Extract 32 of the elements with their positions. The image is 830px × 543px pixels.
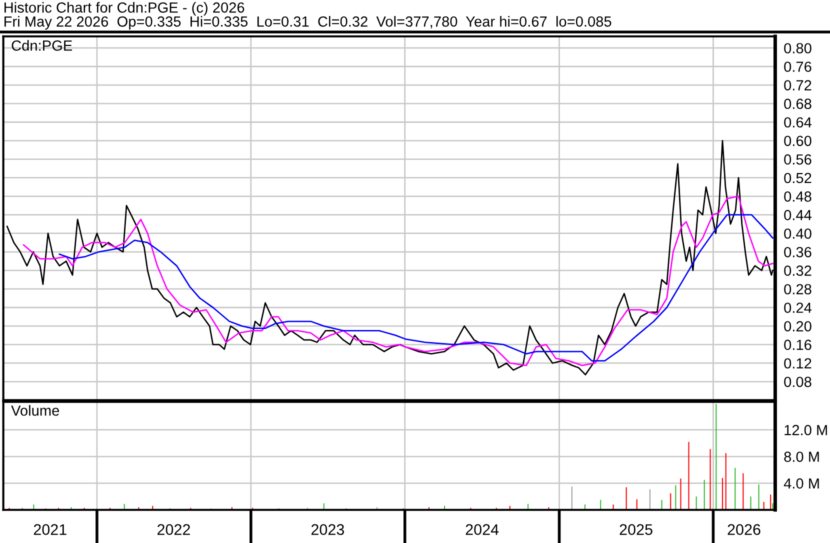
x-tick-label: 2021 (34, 524, 66, 535)
chart-title: Volume (11, 405, 60, 416)
x-tick-label: 2022 (158, 524, 190, 535)
x-tick-label: 2024 (466, 524, 499, 535)
y-tick-label: 0.68 (784, 98, 812, 110)
y-tick-label: 0.36 (784, 246, 812, 258)
y-tick-label: 0.48 (784, 191, 812, 202)
annotation: Cdn:PGE (12, 40, 72, 51)
chart-subtitle: Fri May 22 2026 Op=0.335 Hi=0.335 Lo=0.31 Cl=0.32 Vol=377,780 Year hi=0.67 lo=0.085 (4, 16, 612, 30)
y-tick-label: 0.32 (784, 266, 812, 276)
y-tick-label: 0.12 (784, 358, 812, 369)
y-tick-label: 0.64 (784, 117, 812, 128)
y-tick-label: 0.44 (784, 210, 812, 220)
y-tick-label: 0.56 (784, 154, 812, 165)
x-tick-label: 2023 (311, 524, 344, 535)
y-tick-label: 0.20 (784, 321, 812, 332)
y-tick-label: 4.0 M (784, 478, 819, 489)
y-tick-label: 0.28 (784, 284, 812, 294)
y-tick-label: 8.0 M (784, 452, 819, 462)
y-tick-label: 0.72 (784, 80, 812, 90)
y-tick-label: 12.0 M (784, 424, 827, 436)
y-tick-label: 0.24 (784, 302, 812, 313)
y-tick-label: 0.16 (784, 340, 812, 350)
chart-title: Historic Chart for Cdn:PGE - (c) 2026 (4, 2, 244, 16)
y-tick-label: 0.52 (784, 172, 812, 184)
y-tick-label: 0.76 (784, 62, 812, 72)
y-tick-label: 0.08 (784, 376, 812, 388)
y-tick-label: 0.60 (784, 136, 812, 146)
y-tick-label: 0.80 (784, 43, 812, 54)
x-tick-label: 2026 (728, 524, 760, 535)
y-tick-label: 0.40 (784, 228, 812, 239)
x-tick-label: 2025 (620, 524, 652, 535)
